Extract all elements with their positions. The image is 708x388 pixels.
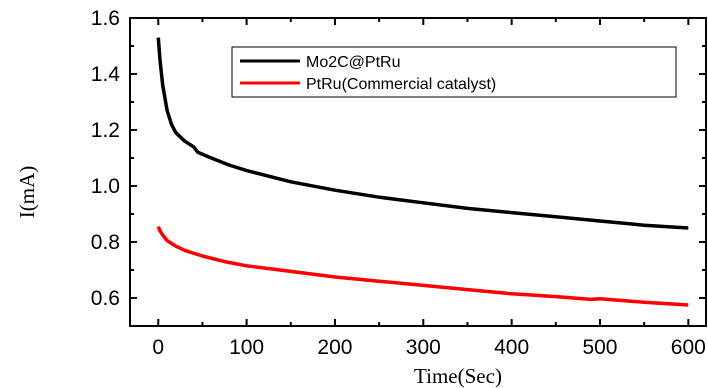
legend-box bbox=[231, 46, 677, 98]
plot-border bbox=[129, 17, 707, 327]
y-tick-label: 0.8 bbox=[91, 231, 120, 254]
x-tick-label: 600 bbox=[671, 336, 706, 359]
legend-label-mo2c-ptru: Mo2C@PtRu bbox=[306, 54, 401, 71]
x-tick-label: 400 bbox=[494, 336, 529, 359]
y-tick-label: 1.4 bbox=[91, 63, 121, 86]
y-tick-label: 0.6 bbox=[91, 287, 120, 310]
series-line-0 bbox=[156, 37, 689, 230]
x-tick-label: 300 bbox=[406, 336, 441, 359]
y-tick-label: 1.0 bbox=[91, 175, 120, 198]
y-tick-label: 1.2 bbox=[91, 119, 120, 142]
x-tick-label: 200 bbox=[317, 336, 352, 359]
y-axis-title: I(mA) bbox=[15, 166, 39, 218]
series-layer bbox=[156, 37, 689, 307]
y-tick-label: 1.6 bbox=[91, 7, 120, 30]
plot-frame bbox=[129, 17, 707, 327]
x-axis: 0 100 200 300 400 500 600 bbox=[152, 18, 706, 359]
x-tick-label: 100 bbox=[229, 336, 264, 359]
series-line-1 bbox=[156, 225, 689, 307]
x-tick-label: 500 bbox=[582, 336, 617, 359]
x-axis-title: Time(Sec) bbox=[414, 364, 502, 388]
legend: Mo2C@PtRu PtRu(Commercial catalyst) bbox=[231, 46, 677, 98]
x-tick-label: 0 bbox=[152, 336, 164, 359]
y-axis: 0.6 0.8 1.0 1.2 1.4 1.6 bbox=[91, 7, 706, 327]
legend-label-ptru-commercial: PtRu(Commercial catalyst) bbox=[306, 76, 496, 93]
